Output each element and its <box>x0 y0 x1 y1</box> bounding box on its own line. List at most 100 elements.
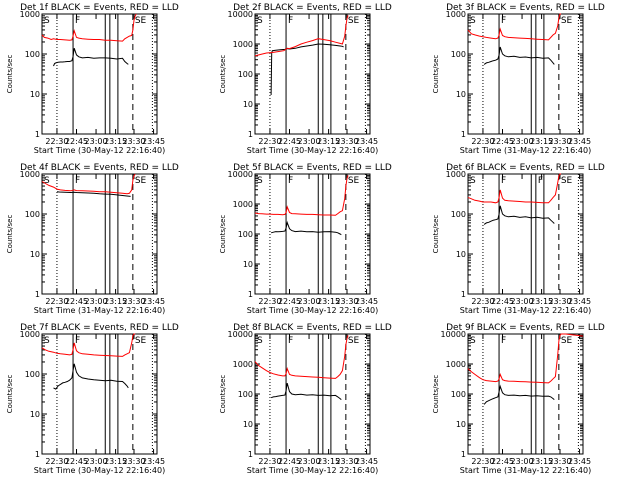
flag-label: S <box>44 336 50 346</box>
plot-panel: Det 4f BLACK = Events, RED = LLD 1 10 100 10… <box>6 163 179 315</box>
flag-label: SE <box>348 336 360 346</box>
x-tick-label: 23:00 <box>85 137 108 146</box>
flag-label: SE <box>348 16 360 26</box>
y-tick-label: 1000 <box>233 200 253 209</box>
lld-series-line <box>254 15 349 57</box>
x-tick-label: 23:45 <box>142 297 165 306</box>
flag-label: SE <box>135 16 147 26</box>
x-tick-label: 23:15 <box>104 297 127 306</box>
plot-panel: Det 3f BLACK = Events, RED = LLD 1 10 100 10… <box>432 3 605 155</box>
y-axis-label: Counts/sec <box>432 375 440 414</box>
plot-title: Det 1f BLACK = Events, RED = LLD <box>20 3 179 13</box>
x-axis-label: Start Time (30-May-12 22:16:40) <box>247 306 378 315</box>
x-tick-label: 22:45 <box>491 137 514 146</box>
y-tick-label: 100 <box>25 210 40 219</box>
y-tick-label: 1 <box>461 450 466 459</box>
events-series-line <box>270 43 344 96</box>
lld-series-line <box>467 13 562 41</box>
y-tick-label: 1 <box>461 130 466 139</box>
x-tick-label: 22:45 <box>278 137 301 146</box>
flag-label: SE <box>348 176 360 186</box>
y-tick-label: 10 <box>243 420 253 429</box>
plot-title: Det 5f BLACK = Events, RED = LLD <box>233 163 392 173</box>
y-tick-label: 1000 <box>20 170 40 179</box>
x-tick-label: 23:30 <box>122 297 145 306</box>
plot-frame <box>41 173 158 295</box>
flag-label: S <box>257 16 263 26</box>
x-tick-label: 23:45 <box>355 137 378 146</box>
flag-label: F <box>538 176 543 186</box>
flag-label: S <box>257 336 263 346</box>
flag-label: S <box>44 176 50 186</box>
plot-title: Det 7f BLACK = Events, RED = LLD <box>20 323 179 333</box>
y-tick-label: 100 <box>238 70 253 79</box>
events-series-line <box>270 220 342 236</box>
flag-label: S <box>470 16 476 26</box>
y-axis-label: Counts/sec <box>6 215 14 254</box>
flag-label: S <box>257 176 263 186</box>
lld-series-line <box>467 333 584 384</box>
lld-series-line <box>254 175 349 216</box>
plot-frame <box>41 13 158 135</box>
y-tick-label: 1 <box>35 130 40 139</box>
x-tick-label: 22:45 <box>65 457 88 466</box>
y-tick-label: 100 <box>451 50 466 59</box>
y-tick-label: 100 <box>451 390 466 399</box>
flag-label: S <box>44 16 50 26</box>
plot-panel: Det 8f BLACK = Events, RED = LLD 1 10 100 10… <box>219 323 392 475</box>
x-axis-label: Start Time (30-May-12 22:16:40) <box>247 146 378 155</box>
x-tick-label: 23:15 <box>317 297 340 306</box>
flag-label: SE <box>561 16 573 26</box>
x-tick-label: 23:45 <box>568 297 591 306</box>
y-tick-label: 1000 <box>233 360 253 369</box>
x-tick-label: 23:45 <box>142 457 165 466</box>
x-axis-label: Start Time (31-May-12 22:16:40) <box>460 146 591 155</box>
flag-label: S <box>470 336 476 346</box>
flag-label: F <box>501 16 506 26</box>
plot-title: Det 3f BLACK = Events, RED = LLD <box>446 3 605 13</box>
y-axis-label: Counts/sec <box>6 375 14 414</box>
flag-label: SE <box>561 336 573 346</box>
y-tick-label: 10000 <box>228 330 253 339</box>
flag-label: SE <box>135 176 147 186</box>
x-tick-label: 22:30 <box>471 297 494 306</box>
y-tick-label: 10 <box>30 90 40 99</box>
x-tick-label: 23:00 <box>298 297 321 306</box>
x-tick-label: 22:45 <box>278 297 301 306</box>
y-tick-label: 1000 <box>20 330 40 339</box>
events-series-line <box>483 384 555 405</box>
x-tick-label: 23:15 <box>530 457 553 466</box>
y-tick-label: 1 <box>35 290 40 299</box>
flag-label: SE <box>561 176 573 186</box>
x-tick-label: 22:45 <box>491 297 514 306</box>
y-tick-label: 100 <box>25 370 40 379</box>
plot-frame <box>254 173 371 295</box>
x-tick-label: 23:15 <box>317 137 340 146</box>
x-tick-label: 22:30 <box>258 137 281 146</box>
x-tick-label: 23:15 <box>104 457 127 466</box>
y-tick-label: 1 <box>248 450 253 459</box>
x-tick-label: 23:15 <box>104 137 127 146</box>
y-axis-label: Counts/sec <box>432 55 440 94</box>
plot-frame <box>254 13 371 135</box>
flag-label: F <box>75 336 80 346</box>
plot-panel: Det 5f BLACK = Events, RED = LLD 1 10 100 10… <box>219 163 392 315</box>
plot-panel: Det 6f BLACK = Events, RED = LLD 1 10 100 10… <box>432 163 605 315</box>
plot-frame <box>41 333 158 455</box>
y-tick-label: 100 <box>451 210 466 219</box>
x-tick-label: 23:15 <box>530 297 553 306</box>
x-tick-label: 22:45 <box>65 137 88 146</box>
y-axis-label: Counts/sec <box>219 55 227 94</box>
lld-series-line <box>254 335 349 379</box>
x-tick-label: 23:30 <box>548 457 571 466</box>
y-axis-label: Counts/sec <box>6 55 14 94</box>
flag-label: SE <box>135 336 147 346</box>
y-tick-label: 1000 <box>446 360 466 369</box>
flag-label: F <box>288 16 293 26</box>
x-tick-label: 23:30 <box>548 137 571 146</box>
x-tick-label: 23:45 <box>568 457 591 466</box>
x-tick-label: 22:30 <box>258 297 281 306</box>
flag-label: F <box>288 336 293 346</box>
y-axis-label: Counts/sec <box>432 215 440 254</box>
